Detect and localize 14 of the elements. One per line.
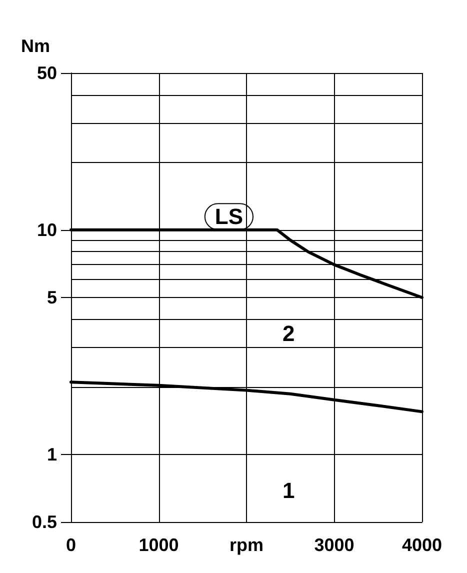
y-tick-label: 1 — [46, 444, 57, 464]
annotation: 2 — [282, 320, 295, 346]
x-tick-label: rpm — [229, 535, 264, 555]
x-tick-label: 0 — [66, 535, 76, 555]
y-tick-label: 5 — [46, 288, 57, 308]
y-axis-title: Nm — [21, 36, 50, 56]
annotation: 1 — [282, 478, 295, 504]
annotation: LS — [214, 204, 244, 230]
x-tick-label: 1000 — [138, 535, 179, 555]
y-tick-label: 10 — [36, 220, 57, 240]
y-tick-label: 0.5 — [32, 512, 57, 532]
x-tick-label: 4000 — [402, 535, 442, 555]
y-tick-label: 50 — [36, 63, 57, 83]
x-tick-label: 3000 — [314, 535, 354, 555]
